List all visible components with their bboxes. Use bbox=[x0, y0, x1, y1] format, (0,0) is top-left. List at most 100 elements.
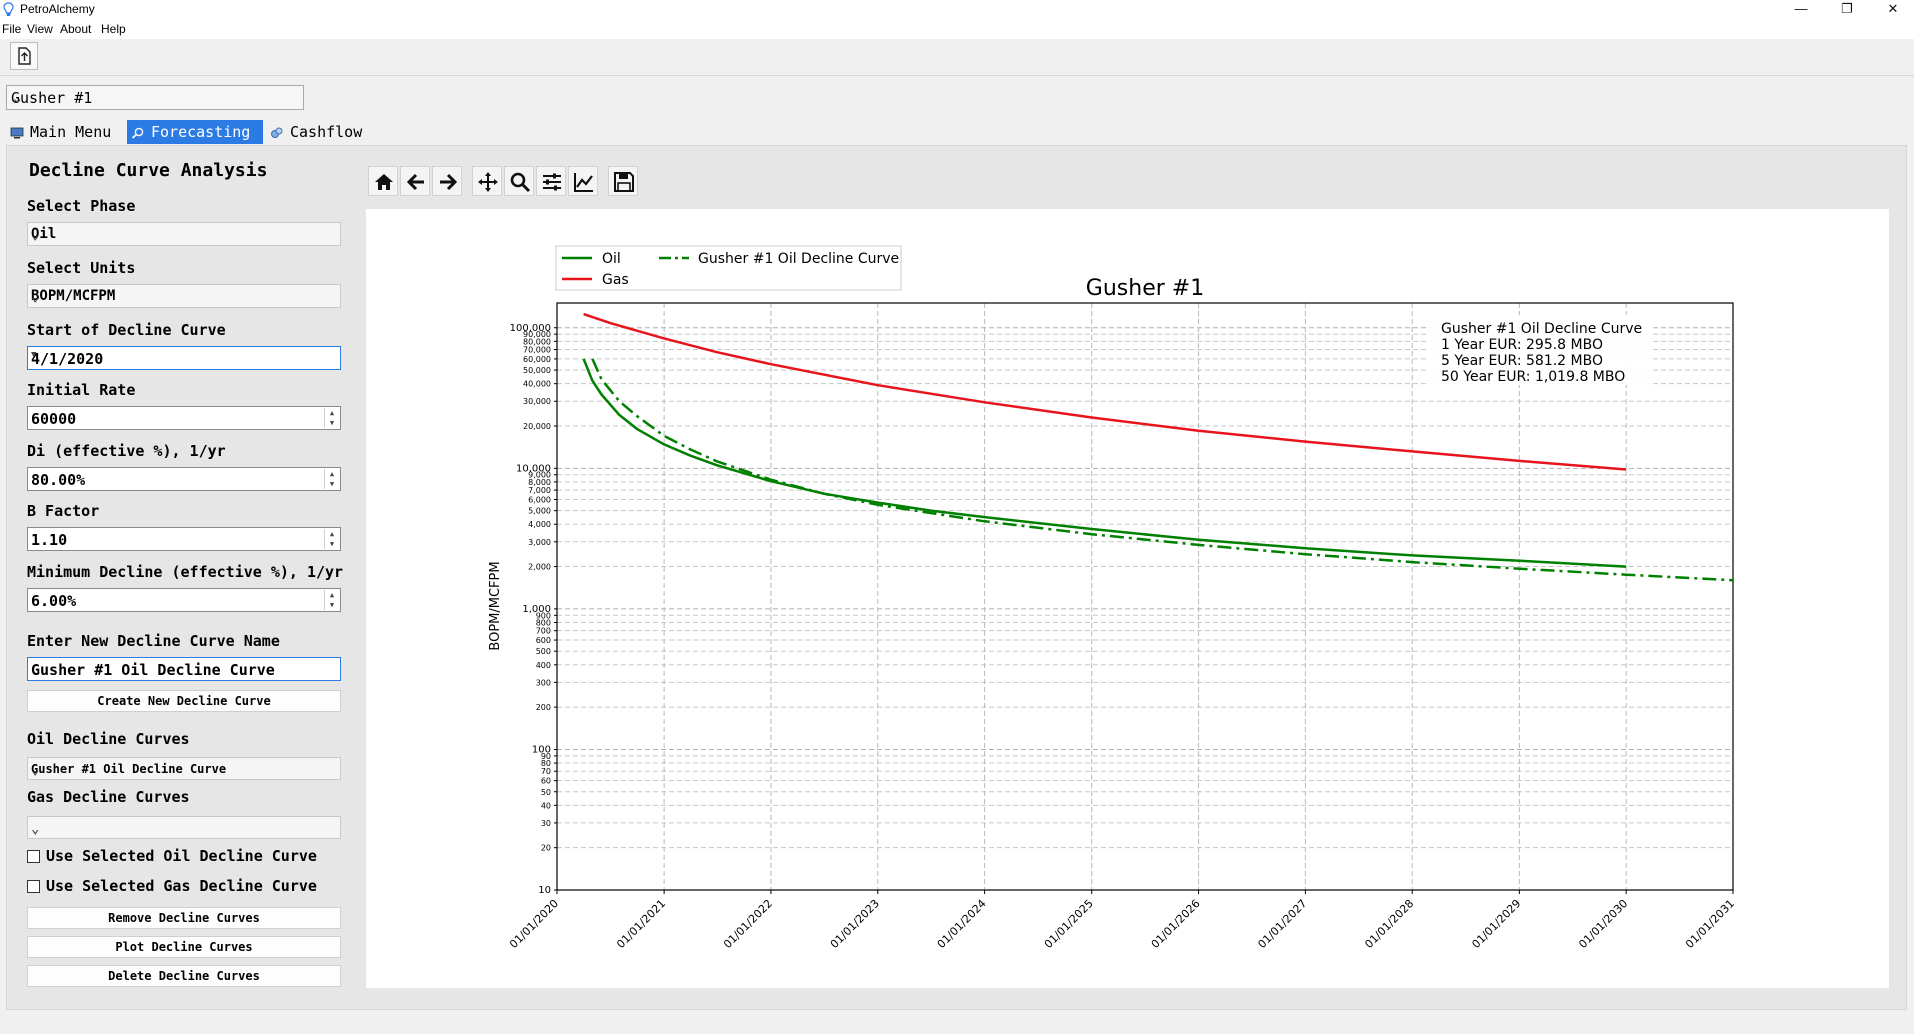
y-tick-label: 700 bbox=[536, 627, 551, 636]
menu-about[interactable]: About bbox=[60, 22, 92, 36]
home-button[interactable] bbox=[368, 166, 398, 196]
y-tick-label: 900 bbox=[536, 611, 551, 620]
y-tick-label: 70 bbox=[541, 767, 551, 776]
close-button[interactable]: ✕ bbox=[1887, 1, 1899, 16]
y-tick-label: 80,000 bbox=[523, 337, 551, 346]
phase-label: Select Phase bbox=[27, 197, 136, 215]
spin-arrows-icon[interactable]: ▲ ▼ bbox=[324, 408, 339, 428]
y-tick-label: 8,000 bbox=[528, 478, 551, 487]
pan-icon bbox=[478, 172, 498, 192]
forward-button[interactable] bbox=[432, 166, 462, 196]
y-tick-label: 20,000 bbox=[523, 422, 551, 431]
computer-icon bbox=[10, 127, 24, 138]
plot-canvas[interactable]: 10 20 30 40 50 60 70 80 90 100 200 300 400 500 600 700 8… bbox=[366, 209, 1889, 988]
edit-axes-icon bbox=[574, 173, 593, 192]
configure-subplots-icon bbox=[543, 173, 561, 191]
units-select-value: BOPM/MCFPM bbox=[31, 288, 116, 304]
checkbox-box[interactable] bbox=[27, 880, 40, 893]
well-select[interactable]: Gusher #1 ⌄ bbox=[6, 85, 304, 110]
di-label: Di (effective %), 1/yr bbox=[27, 442, 226, 460]
y-tick-label: 2,000 bbox=[528, 563, 551, 572]
tab-label: Main Menu bbox=[30, 123, 112, 141]
y-tick-label: 3,000 bbox=[528, 538, 551, 547]
x-tick-label: 01/01/2025 bbox=[1042, 897, 1096, 951]
menu-help[interactable]: Help bbox=[101, 22, 126, 36]
menu-view[interactable]: View bbox=[27, 22, 53, 36]
upload-button[interactable] bbox=[10, 42, 38, 70]
decline-curve-controls: Decline Curve Analysis Select Phase Oil … bbox=[14, 150, 352, 996]
y-tick-label: 50,000 bbox=[523, 366, 551, 375]
gas-curves-select[interactable]: ⌄ bbox=[27, 816, 341, 839]
y-tick-label: 7,000 bbox=[528, 486, 551, 495]
app-icon bbox=[3, 2, 14, 16]
chevron-down-icon: ⌄ bbox=[31, 289, 40, 305]
spin-arrows-icon[interactable]: ▲ ▼ bbox=[324, 590, 339, 610]
units-select[interactable]: BOPM/MCFPM ⌄ bbox=[27, 284, 341, 308]
use-oil-curve-checkbox[interactable]: Use Selected Oil Decline Curve bbox=[27, 847, 317, 865]
use-gas-curve-checkbox[interactable]: Use Selected Gas Decline Curve bbox=[27, 877, 317, 895]
y-tick-label: 200 bbox=[536, 703, 551, 712]
curve-name-field[interactable]: Gusher #1 Oil Decline Curve bbox=[27, 657, 341, 681]
edit-axes-button[interactable] bbox=[568, 166, 598, 196]
y-tick-label: 400 bbox=[536, 661, 551, 670]
phase-select[interactable]: Oil ⌄ bbox=[27, 222, 341, 246]
tab-label: Cashflow bbox=[290, 123, 363, 141]
tab-forecasting[interactable]: Forecasting bbox=[127, 120, 263, 144]
gas-production-line bbox=[583, 312, 1627, 471]
y-tick-label: 100 bbox=[532, 744, 551, 755]
y-tick-label: 100,000 bbox=[510, 323, 551, 334]
y-tick-label: 4,000 bbox=[528, 520, 551, 529]
y-tick-label: 10 bbox=[538, 885, 551, 896]
tab-main-menu[interactable]: Main Menu bbox=[6, 120, 126, 144]
zoom-button[interactable] bbox=[504, 166, 534, 196]
use-gas-curve-label: Use Selected Gas Decline Curve bbox=[46, 877, 317, 895]
initial-rate-value: 60000 bbox=[31, 410, 77, 428]
plot-decline-curves-button[interactable]: Plot Decline Curves bbox=[27, 936, 341, 958]
y-tick-label: 800 bbox=[536, 618, 551, 627]
panel-heading: Decline Curve Analysis bbox=[29, 160, 268, 181]
y-tick-label: 10,000 bbox=[516, 463, 551, 474]
legend-decline-curve-label: Gusher #1 Oil Decline Curve bbox=[698, 251, 899, 267]
b-factor-label: B Factor bbox=[27, 502, 100, 520]
y-tick-label: 90,000 bbox=[523, 330, 551, 339]
b-factor-value: 1.10 bbox=[31, 531, 68, 549]
x-tick-label: 01/01/2020 bbox=[507, 897, 561, 951]
b-factor-field[interactable]: 1.10 ▲ ▼ bbox=[27, 527, 341, 551]
initial-rate-field[interactable]: 60000 ▲ ▼ bbox=[27, 406, 341, 430]
y-tick-label: 20 bbox=[541, 844, 551, 853]
menu-file[interactable]: File bbox=[2, 22, 22, 36]
y-tick-label: 300 bbox=[536, 678, 551, 687]
configure-subplots-button[interactable] bbox=[536, 166, 566, 196]
oil-curves-select[interactable]: Gusher #1 Oil Decline Curve ⌄ bbox=[27, 757, 341, 780]
restore-button[interactable]: ❐ bbox=[1841, 1, 1853, 16]
oil-curves-value: Gusher #1 Oil Decline Curve bbox=[31, 762, 227, 776]
x-tick-label: 01/01/2029 bbox=[1469, 897, 1523, 951]
start-date-field[interactable]: 4/1/2020 ▼ bbox=[27, 346, 341, 370]
spin-arrows-icon[interactable]: ▲ ▼ bbox=[324, 529, 339, 549]
checkbox-box[interactable] bbox=[27, 850, 40, 863]
oil-decline-curve-line bbox=[591, 358, 1734, 582]
tab-cashflow[interactable]: Cashflow bbox=[266, 120, 376, 144]
min-decline-field[interactable]: 6.00% ▲ ▼ bbox=[27, 588, 341, 612]
legend: Oil Gas Gusher #1 Oil Decline Curve bbox=[555, 245, 902, 291]
x-tick-label: 01/01/2022 bbox=[721, 897, 775, 951]
remove-decline-curves-button[interactable]: Remove Decline Curves bbox=[27, 907, 341, 929]
upload-icon bbox=[18, 47, 31, 65]
y-tick-label: 70,000 bbox=[523, 346, 551, 355]
y-tick-label: 500 bbox=[536, 647, 551, 656]
minimize-button[interactable]: — bbox=[1794, 1, 1808, 16]
x-tick-label: 01/01/2021 bbox=[614, 897, 668, 951]
create-decline-curve-button[interactable]: Create New Decline Curve bbox=[27, 690, 341, 712]
y-tick-label: 6,000 bbox=[528, 495, 551, 504]
save-figure-button[interactable] bbox=[608, 166, 638, 196]
decline-curve-chart[interactable]: 1020304050607080901002003004005006007008… bbox=[366, 209, 1889, 988]
menu-bar: File View About Help bbox=[0, 20, 1914, 39]
di-field[interactable]: 80.00% ▲ ▼ bbox=[27, 467, 341, 491]
delete-decline-curves-button[interactable]: Delete Decline Curves bbox=[27, 965, 341, 987]
back-button[interactable] bbox=[400, 166, 430, 196]
y-tick-label: 90 bbox=[541, 752, 551, 761]
pan-button[interactable] bbox=[472, 166, 502, 196]
spin-arrows-icon[interactable]: ▲ ▼ bbox=[324, 469, 339, 489]
calendar-dropdown-icon[interactable]: ▼ bbox=[31, 350, 37, 360]
x-tick-label: 01/01/2031 bbox=[1683, 897, 1737, 951]
